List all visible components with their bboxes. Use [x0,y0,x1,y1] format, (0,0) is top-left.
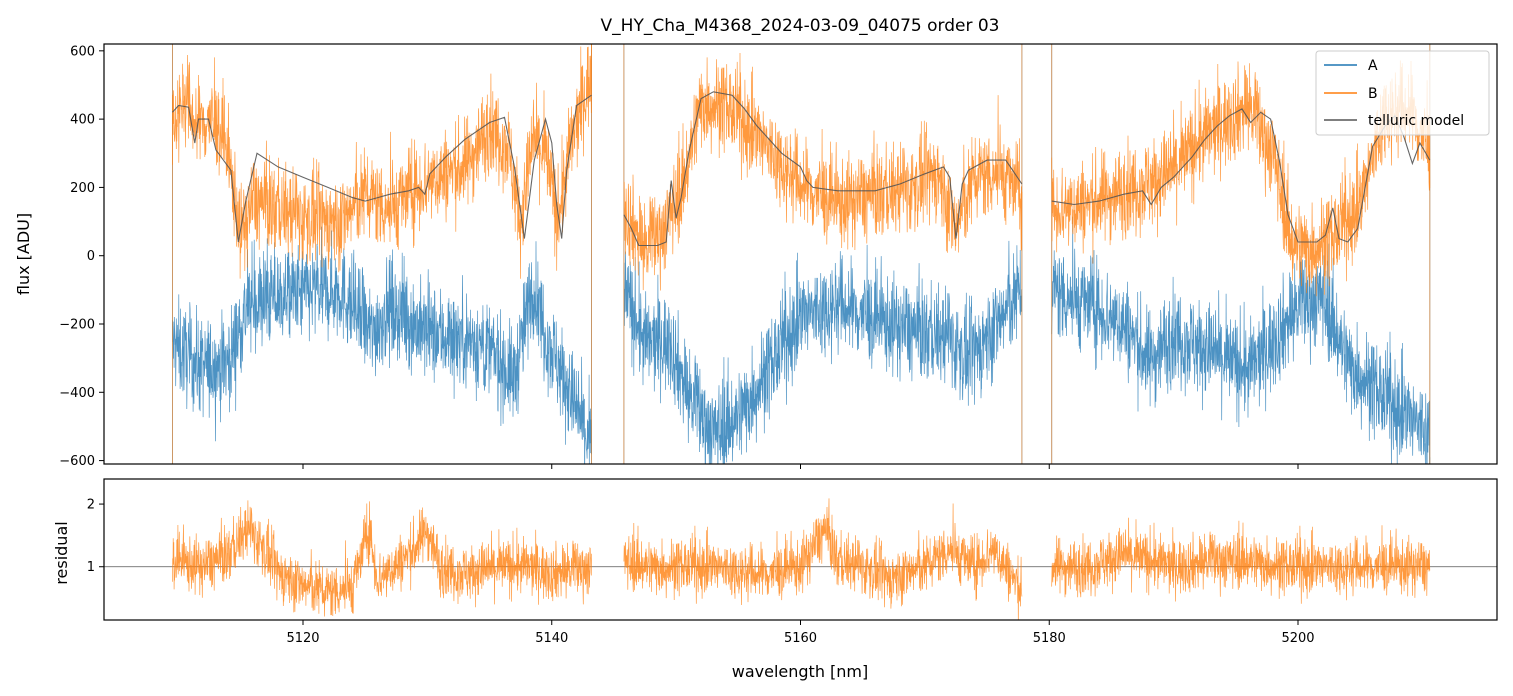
series-0-segment-2 [1051,517,1431,604]
legend: A B telluric model [1315,50,1490,136]
xtick-label: 5160 [784,631,817,646]
series-1-segment-2 [1051,60,1431,297]
series-1-segment-0 [172,44,592,279]
series-1-segment-1 [623,52,1023,291]
xtick-label: 5180 [1033,631,1066,646]
legend-label-telluric: telluric model [1368,113,1464,129]
telluric-model-segment-1 [623,91,1023,247]
ytick-label: 600 [70,44,95,59]
ytick-label: −200 [59,318,95,333]
series-0-segment-0 [172,226,592,464]
series-0-segment-1 [623,240,1023,464]
spectrum-ylabel: flux [ADU] [14,213,33,295]
spectrum-panel: 600 400 200 0 −200 −400 −600 flux [ADU] [14,43,1498,469]
x-axis-label: wavelength [nm] [732,662,869,681]
xtick-label: 5140 [535,631,568,646]
chart-title: V_HY_Cha_M4368_2024-03-09_04075 order 03 [601,16,1000,36]
ytick-label: −400 [59,386,95,401]
residual-ylabel: residual [52,521,71,584]
series-0-segment-0 [172,500,592,617]
series-0-segment-1 [623,498,1023,620]
legend-box [1315,50,1490,136]
ytick-label: 2 [87,498,95,513]
ytick-label: 200 [70,181,95,196]
legend-label-b: B [1368,86,1378,102]
ytick-label: 400 [70,113,95,128]
residual-panel: 2 1 5120 5140 5160 5180 5200 residual [52,478,1498,646]
ytick-label: −600 [59,454,95,469]
series-b [172,44,1431,464]
xtick-label: 5200 [1281,631,1314,646]
ytick-label: 0 [87,249,95,264]
telluric-model-segment-0 [171,94,592,243]
ytick-label: 1 [87,560,95,575]
xtick-label: 5120 [286,631,319,646]
series-b-telluric-model [172,498,1431,620]
series-0-segment-2 [1051,216,1431,464]
legend-label-a: A [1368,58,1378,74]
